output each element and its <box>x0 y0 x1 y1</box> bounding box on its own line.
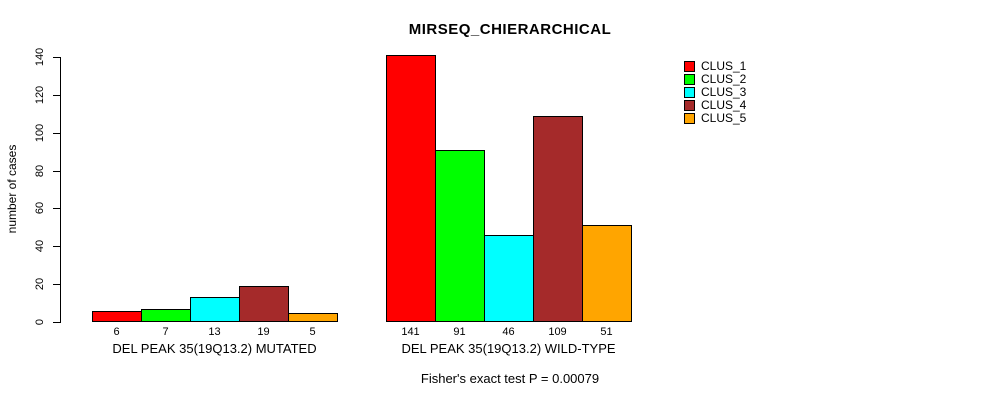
y-tick-label: 40 <box>34 240 46 253</box>
bar-value-label: 19 <box>257 326 270 338</box>
y-tick-mark <box>53 132 60 134</box>
y-tick-mark <box>53 94 60 96</box>
legend-swatch-clus_5 <box>684 113 695 124</box>
bar-clus_2-group2 <box>435 150 485 322</box>
y-tick-label: 140 <box>34 47 46 67</box>
y-tick-label: 20 <box>34 278 46 291</box>
legend: CLUS_1 CLUS_2 CLUS_3 CLUS_4 CLUS_5 <box>684 59 747 125</box>
bar-clus_5-group1 <box>288 313 338 322</box>
legend-item: CLUS_5 <box>684 111 747 125</box>
legend-swatch-clus_3 <box>684 87 695 98</box>
legend-swatch-clus_2 <box>684 74 695 85</box>
legend-label: CLUS_4 <box>701 98 747 112</box>
bar-clus_5-group2 <box>582 225 632 322</box>
bar-clus_3-group1 <box>190 297 240 322</box>
y-tick-mark <box>53 57 60 58</box>
bar-value-label: 141 <box>401 326 420 338</box>
y-tick-label: 80 <box>34 164 46 177</box>
group-label: DEL PEAK 35(19Q13.2) MUTATED <box>112 341 317 356</box>
y-tick-label: 60 <box>34 202 46 215</box>
y-tick-mark <box>53 208 60 210</box>
bar-value-label: 13 <box>208 326 221 338</box>
y-axis-line <box>60 57 61 323</box>
legend-swatch-clus_1 <box>684 61 695 72</box>
bar-value-label: 6 <box>113 326 120 338</box>
chart-title: MIRSEQ_CHIERARCHICAL <box>408 21 612 38</box>
bar-value-label: 5 <box>309 326 316 338</box>
bar-clus_1-group2 <box>386 55 436 322</box>
legend-item: CLUS_4 <box>684 98 747 112</box>
y-tick-label: 100 <box>34 123 46 142</box>
bar-clus_2-group1 <box>141 309 191 322</box>
legend-item: CLUS_2 <box>684 72 747 86</box>
bar-value-label: 7 <box>162 326 169 338</box>
y-tick-label: 120 <box>34 85 46 105</box>
bar-value-label: 46 <box>502 326 515 338</box>
legend-item: CLUS_1 <box>684 59 747 73</box>
y-tick-mark <box>53 170 60 172</box>
y-tick-mark <box>53 284 60 286</box>
y-tick-mark <box>53 246 60 248</box>
bar-value-label: 91 <box>453 326 466 338</box>
bar-value-label: 51 <box>600 326 613 338</box>
y-tick-label: 0 <box>34 318 46 326</box>
bar-clus_3-group2 <box>484 235 534 322</box>
bar-value-label: 109 <box>548 326 567 338</box>
y-axis-label: number of cases <box>5 144 19 234</box>
pvalue-caption: Fisher's exact test P = 0.00079 <box>420 371 600 386</box>
bar-clus_1-group1 <box>92 311 142 322</box>
legend-label: CLUS_1 <box>701 59 747 73</box>
legend-label: CLUS_2 <box>701 72 747 86</box>
bar-clus_4-group2 <box>533 116 583 322</box>
group-label: DEL PEAK 35(19Q13.2) WILD-TYPE <box>401 341 616 356</box>
bar-clus_4-group1 <box>239 286 289 322</box>
legend-label: CLUS_3 <box>701 85 747 99</box>
legend-item: CLUS_3 <box>684 85 747 99</box>
legend-swatch-clus_4 <box>684 100 695 111</box>
y-tick-mark <box>53 322 60 323</box>
legend-label: CLUS_5 <box>701 111 747 125</box>
